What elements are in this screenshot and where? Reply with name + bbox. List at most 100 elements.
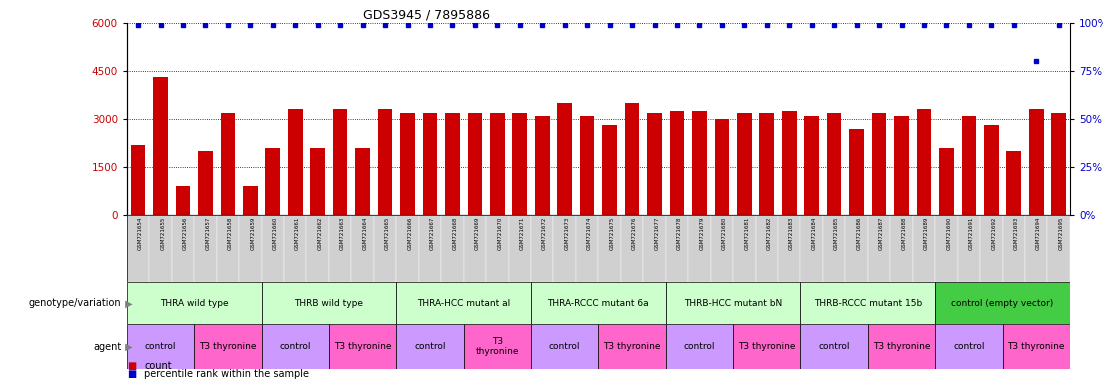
Text: ■: ■ [127, 361, 136, 371]
Bar [917, 109, 931, 215]
Bar [149, 215, 172, 282]
Bar [307, 215, 329, 282]
Text: control: control [818, 342, 850, 351]
Bar [801, 324, 868, 369]
Text: GSM721681: GSM721681 [745, 217, 749, 250]
Text: GSM721669: GSM721669 [475, 217, 480, 250]
Bar [199, 151, 213, 215]
Bar [778, 215, 801, 282]
Bar [285, 215, 307, 282]
Bar [446, 113, 460, 215]
Text: count: count [144, 361, 172, 371]
Bar [710, 215, 733, 282]
Bar [513, 113, 527, 215]
Bar [400, 113, 415, 215]
Bar [261, 324, 329, 369]
Bar [153, 78, 168, 215]
Bar [935, 324, 1003, 369]
Text: GDS3945 / 7895886: GDS3945 / 7895886 [363, 9, 490, 22]
Text: GSM721675: GSM721675 [610, 217, 614, 250]
Bar [984, 126, 998, 215]
Bar [827, 113, 842, 215]
Bar [643, 215, 666, 282]
Bar [194, 215, 216, 282]
Text: GSM721658: GSM721658 [228, 217, 233, 250]
Bar [508, 215, 531, 282]
Bar [441, 215, 463, 282]
Bar [531, 324, 598, 369]
Bar [733, 324, 801, 369]
Bar [624, 103, 640, 215]
Bar [935, 215, 957, 282]
Text: control (empty vector): control (empty vector) [952, 299, 1053, 308]
Text: GSM721661: GSM721661 [296, 217, 300, 250]
Text: GSM721680: GSM721680 [721, 217, 727, 250]
Text: THRB-HCC mutant bN: THRB-HCC mutant bN [684, 299, 782, 308]
Bar [935, 282, 1070, 324]
Text: GSM721678: GSM721678 [677, 217, 682, 250]
Bar [396, 324, 463, 369]
Bar [895, 116, 909, 215]
Bar [243, 186, 258, 215]
Bar [804, 116, 820, 215]
Bar [868, 215, 890, 282]
Text: GSM721662: GSM721662 [318, 217, 323, 250]
Bar [939, 148, 954, 215]
Text: GSM721679: GSM721679 [699, 217, 705, 250]
Text: GSM721695: GSM721695 [1059, 217, 1063, 250]
Bar [599, 324, 666, 369]
Bar [531, 215, 554, 282]
Bar [131, 145, 146, 215]
Text: T3 thyronine: T3 thyronine [1007, 342, 1065, 351]
Bar [194, 324, 261, 369]
Bar [486, 215, 508, 282]
Text: GSM721686: GSM721686 [857, 217, 861, 250]
Bar [377, 109, 393, 215]
Text: control: control [279, 342, 311, 351]
Bar [760, 113, 774, 215]
Bar [1025, 215, 1048, 282]
Bar [666, 324, 733, 369]
Text: control: control [953, 342, 985, 351]
Bar [688, 215, 710, 282]
Text: control: control [415, 342, 446, 351]
Text: GSM721684: GSM721684 [812, 217, 816, 250]
Bar [535, 116, 549, 215]
Bar [261, 282, 396, 324]
Bar [962, 116, 976, 215]
Bar [647, 113, 662, 215]
Bar [463, 324, 531, 369]
Text: GSM721671: GSM721671 [520, 217, 525, 250]
Bar [871, 113, 887, 215]
Bar [599, 215, 621, 282]
Text: GSM721691: GSM721691 [968, 217, 974, 250]
Bar [737, 113, 751, 215]
Text: GSM721657: GSM721657 [205, 217, 211, 250]
Bar [890, 215, 913, 282]
Text: GSM721665: GSM721665 [385, 217, 390, 250]
Text: THRA wild type: THRA wild type [160, 299, 228, 308]
Bar [756, 215, 778, 282]
Text: T3 thyronine: T3 thyronine [738, 342, 795, 351]
Text: control: control [549, 342, 580, 351]
Bar [422, 113, 437, 215]
Text: GSM721693: GSM721693 [1014, 217, 1019, 250]
Bar [172, 215, 194, 282]
Bar [602, 126, 617, 215]
Bar [329, 324, 396, 369]
Text: percentile rank within the sample: percentile rank within the sample [144, 369, 310, 379]
Text: GSM721666: GSM721666 [407, 217, 413, 250]
Bar [468, 113, 482, 215]
Text: GSM721687: GSM721687 [879, 217, 884, 250]
Bar [419, 215, 441, 282]
Text: ▶: ▶ [122, 298, 133, 308]
Text: THRA-RCCC mutant 6a: THRA-RCCC mutant 6a [547, 299, 650, 308]
Bar [868, 324, 935, 369]
Text: T3 thyronine: T3 thyronine [334, 342, 392, 351]
Text: GSM721655: GSM721655 [161, 217, 165, 250]
Text: GSM721683: GSM721683 [790, 217, 794, 250]
Bar [1029, 109, 1043, 215]
Text: T3
thyronine: T3 thyronine [475, 337, 520, 356]
Text: GSM721682: GSM721682 [767, 217, 772, 250]
Bar [374, 215, 396, 282]
